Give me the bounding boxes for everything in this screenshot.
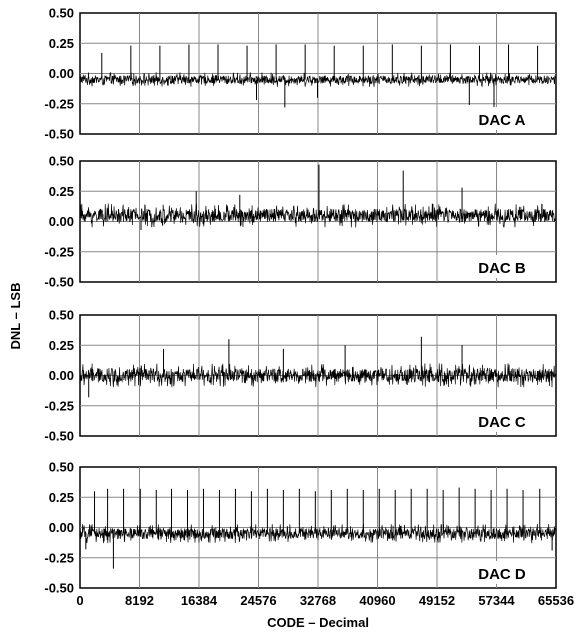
y-tick-label: -0.25 <box>44 244 74 259</box>
y-axis-label: DNL – LSB <box>8 283 23 350</box>
y-tick-label: 0.25 <box>49 338 74 353</box>
x-tick-label: 65536 <box>538 593 574 608</box>
y-tick-label: 0.50 <box>49 154 74 169</box>
series-label: DAC C <box>478 414 526 431</box>
y-tick-label: 0.50 <box>49 308 74 323</box>
x-tick-label: 24576 <box>240 593 276 608</box>
panels: 0.50 0.25 0.00 -0.25 -0.50 DAC A 0.50 0.25 0.00 -… <box>44 6 574 609</box>
x-tick-label: 8192 <box>125 593 154 608</box>
series-line <box>80 523 556 544</box>
y-tick-label: 0.25 <box>49 36 74 51</box>
panel-4: 0.50 0.25 0.00 -0.25 -0.50 DAC D <box>44 460 557 596</box>
x-tick-label: 16384 <box>181 593 218 608</box>
y-tick-label: -0.50 <box>44 581 74 596</box>
y-tick-label: 0.00 <box>49 214 74 229</box>
series-label: DAC B <box>478 260 526 277</box>
y-tick-label: 0.25 <box>49 184 74 199</box>
panel-3: 0.50 0.25 0.00 -0.25 -0.50 DAC C <box>44 308 557 444</box>
x-tick-label: 40960 <box>359 593 395 608</box>
x-tick-label: 57344 <box>478 593 515 608</box>
y-tick-label: 0.25 <box>49 490 74 505</box>
series-label-bg <box>462 409 542 432</box>
y-tick-label: 0.00 <box>49 368 74 383</box>
x-tick-label: 49152 <box>419 593 455 608</box>
series-label-bg <box>462 107 542 130</box>
y-tick-label: 0.50 <box>49 6 74 21</box>
series-label: DAC D <box>478 566 526 583</box>
series-line <box>80 363 556 388</box>
panel-1: 0.50 0.25 0.00 -0.25 -0.50 DAC A <box>44 6 557 142</box>
y-tick-label: -0.25 <box>44 550 74 565</box>
y-tick-label: -0.50 <box>44 127 74 142</box>
y-tick-label: 0.00 <box>49 520 74 535</box>
y-tick-label: -0.25 <box>44 398 74 413</box>
series-label-bg <box>462 255 542 278</box>
y-tick-label: -0.25 <box>44 96 74 111</box>
x-tick-label: 32768 <box>300 593 336 608</box>
y-tick-label: -0.50 <box>44 429 74 444</box>
y-tick-label: 0.00 <box>49 66 74 81</box>
panel-2: 0.50 0.25 0.00 -0.25 -0.50 DAC B <box>44 154 557 290</box>
series-line <box>80 203 556 228</box>
x-axis-label: CODE – Decimal <box>267 615 369 630</box>
series-label-bg <box>462 561 542 584</box>
y-tick-label: -0.50 <box>44 275 74 290</box>
series-label: DAC A <box>479 112 526 129</box>
y-tick-label: 0.50 <box>49 460 74 475</box>
x-tick-label: 0 <box>76 593 83 608</box>
